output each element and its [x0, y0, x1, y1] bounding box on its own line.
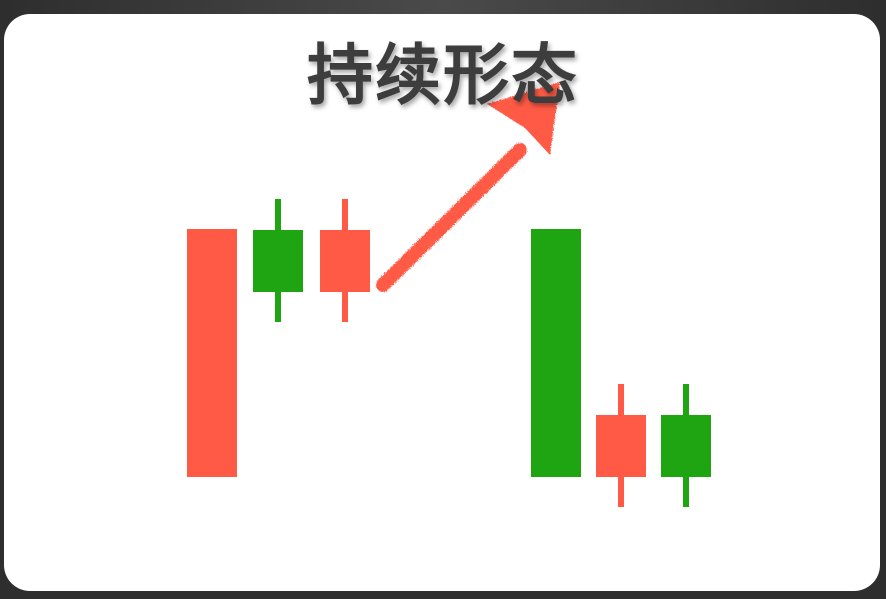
candle-small-bearish: [253, 199, 303, 322]
candle-small-bullish: [320, 199, 370, 322]
candle-small-bearish-2: [661, 384, 711, 507]
pattern-falling-continuation: [531, 229, 711, 507]
candle-long-bullish: [187, 229, 237, 477]
diagram-card: [4, 14, 880, 591]
page-title: 持续形态: [307, 37, 579, 114]
pattern-rising-continuation: [187, 199, 370, 477]
upward-arrow-icon: [376, 82, 560, 292]
candle-small-bullish-2: [596, 384, 646, 507]
candle-long-bearish: [531, 229, 581, 477]
